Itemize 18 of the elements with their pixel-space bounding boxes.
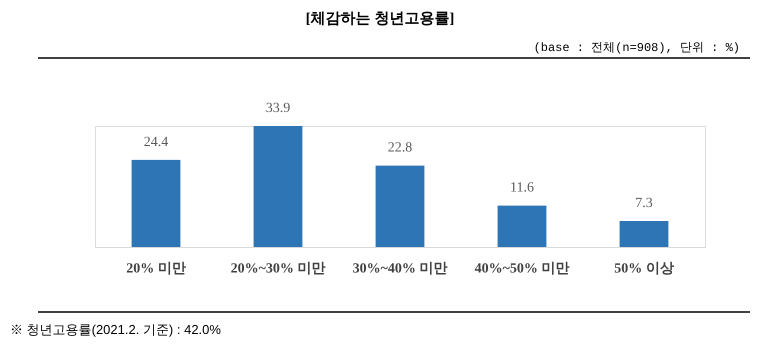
x-tick-label: 30%~40% 미만	[352, 262, 448, 276]
data-label: 11.6	[510, 180, 534, 196]
bar	[498, 206, 546, 247]
x-tick-label: 20% 미만	[126, 262, 186, 276]
x-tick-label: 20%~30% 미만	[230, 262, 326, 276]
chart-subtitle: (base : 전체(n=908), 단위 : %)	[534, 41, 740, 55]
x-tick-label: 40%~50% 미만	[474, 262, 570, 276]
data-label: 22.8	[388, 140, 412, 156]
text: ※ 청년고용률(2021.2. 기준) : 42.0%	[10, 322, 222, 337]
data-label: 7.3	[635, 196, 653, 211]
bar	[376, 166, 424, 247]
data-label: 24.4	[144, 134, 168, 150]
bar	[254, 126, 302, 247]
data-label: 33.9	[266, 101, 290, 116]
bar	[620, 220, 668, 247]
x-tick-label: 50% 이상	[614, 262, 674, 276]
chart-title: [체감하는 청년고용률]	[306, 11, 454, 27]
bar	[132, 160, 180, 247]
